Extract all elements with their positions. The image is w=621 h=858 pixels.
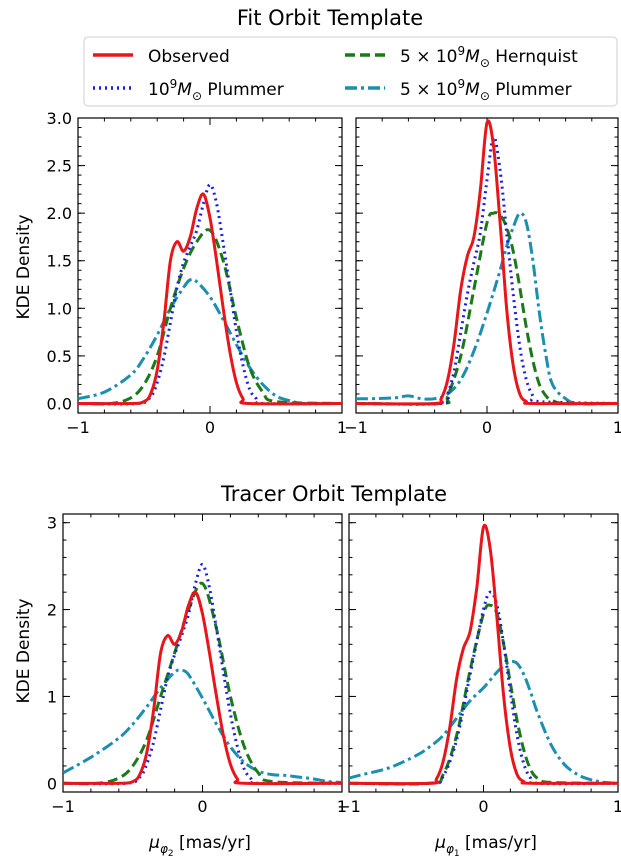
ylabel-fit: KDE Density <box>14 214 34 319</box>
series-line-5-10-9-m-hernquist <box>356 211 618 406</box>
legend: Observed 109M⊙ Plummer 5 × 109M⊙ Hernqui… <box>83 36 618 107</box>
y-tick-label: 1.5 <box>47 252 72 271</box>
x-tick-label: −1 <box>66 418 90 437</box>
y-tick-label: 2 <box>47 601 57 620</box>
x-tick-label: −1 <box>51 797 75 816</box>
legend-label-observed: Observed <box>148 47 230 67</box>
x-tick-label: −1 <box>344 418 368 437</box>
x-tick-label: 0 <box>478 797 488 816</box>
group-title-fit: Fit Orbit Template <box>237 6 423 30</box>
x-tick-label: 1 <box>613 797 621 816</box>
y-tick-label: 2.5 <box>47 157 72 176</box>
series-line-observed <box>63 590 342 786</box>
legend-label-hernquist-5e9: 5 × 109M⊙ Hernquist <box>400 44 578 70</box>
series-line-5-10-9-m-hernquist <box>78 228 342 406</box>
y-tick-label: 1 <box>47 687 57 706</box>
panel-tracer-right: −1 0 1 <box>337 513 621 816</box>
series-line-observed <box>349 523 618 786</box>
series-line-5-10-9-m-hernquist <box>349 603 618 786</box>
x-tick-label: 0 <box>205 418 215 437</box>
axes-frame <box>355 117 619 414</box>
x-tick-label: −1 <box>337 797 361 816</box>
panel-fit-right: −1 0 1 <box>344 117 621 437</box>
y-tick-label: 3 <box>47 514 57 533</box>
y-tick-label: 1.0 <box>47 299 72 318</box>
y-tick-label: 0 <box>47 774 57 793</box>
ylabel-tracer: KDE Density <box>14 598 34 703</box>
series-line-5-10-9-m-plummer <box>356 211 618 406</box>
panel-fit-left: −1 0 1 0.0 0.5 1.0 1.5 2.0 2.5 3.0 <box>47 109 348 437</box>
series-line-5-10-9-m-plummer <box>349 660 618 785</box>
series-line-5-10-9-m-plummer <box>78 277 342 406</box>
series-line-observed <box>356 119 618 406</box>
y-tick-label: 0.5 <box>47 347 72 366</box>
axes-frame <box>77 117 343 414</box>
series-line-10-9-m-plummer <box>63 562 342 786</box>
x-tick-label: 0 <box>482 418 492 437</box>
legend-frame <box>83 36 618 107</box>
xlabel-mu-phi1: μφ1 [mas/yr] <box>434 833 537 858</box>
legend-label-plummer-1e9: 109M⊙ Plummer <box>148 77 284 103</box>
x-tick-label: 1 <box>613 418 621 437</box>
y-tick-label: 0.0 <box>47 394 72 413</box>
series-line-5-10-9-m-plummer <box>63 668 342 784</box>
x-tick-label: 0 <box>197 797 207 816</box>
y-tick-label: 2.0 <box>47 204 72 223</box>
group-title-tracer: Tracer Orbit Template <box>220 482 447 506</box>
x-tick-label: 1 <box>337 418 347 437</box>
y-tick-label: 3.0 <box>47 109 72 128</box>
xlabel-mu-phi2: μφ2 [mas/yr] <box>148 833 251 858</box>
series-line-10-9-m-plummer <box>78 183 342 406</box>
series-line-10-9-m-plummer <box>356 135 618 406</box>
legend-label-plummer-5e9: 5 × 109M⊙ Plummer <box>400 77 572 103</box>
axes-frame <box>348 513 619 793</box>
x-tick-label: 1 <box>337 797 347 816</box>
panel-tracer-left: −1 0 1 0 1 2 3 <box>47 513 347 816</box>
series-line-observed <box>78 192 342 406</box>
axes-frame <box>62 513 343 793</box>
